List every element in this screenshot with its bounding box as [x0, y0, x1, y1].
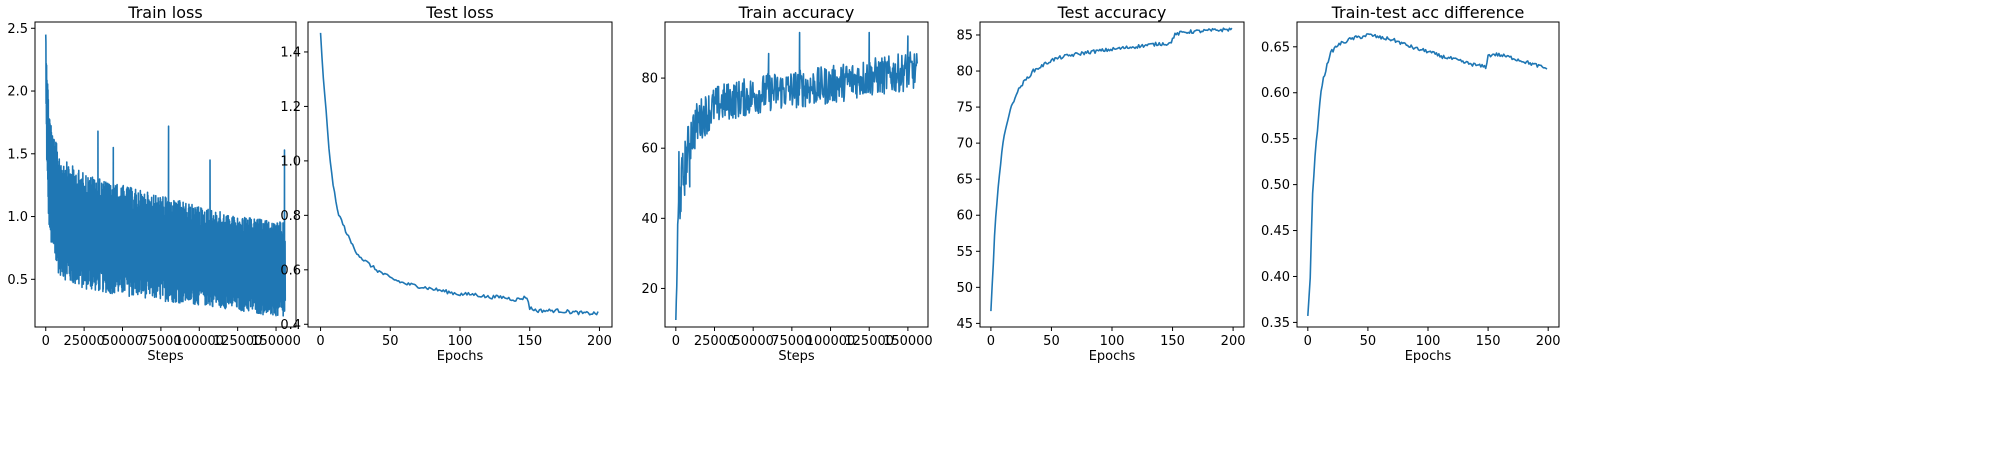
y-tick-label: 40: [641, 212, 658, 227]
plot-frame: [1296, 21, 1560, 328]
x-tick-label: 150: [1160, 334, 1185, 349]
x-axis-label: Epochs: [1405, 349, 1452, 364]
x-tick-label: 150: [517, 334, 542, 349]
plot-frame: [34, 21, 297, 328]
train-accuracy-panel: Train accuracy Steps 0 250005000075000100…: [641, 3, 932, 364]
x-tick-label: 0: [672, 334, 680, 349]
x-tick-label: 75000: [771, 334, 812, 349]
y-tick-label: 65: [956, 173, 973, 188]
y-tick-label: 80: [641, 72, 658, 87]
x-tick-label: 0: [1304, 334, 1312, 349]
plot-frame: [307, 21, 613, 328]
x-tick-label: 50000: [102, 334, 143, 349]
x-tick-label: 150: [1476, 334, 1501, 349]
plot-frame: [979, 21, 1245, 328]
x-tick-label: 0: [987, 334, 995, 349]
x-tick-label: 50: [382, 334, 399, 349]
y-tick-label: 50: [956, 281, 973, 296]
x-tick-label: 100: [1100, 334, 1125, 349]
x-axis-label: Steps: [778, 349, 815, 364]
y-tick-label: 0.65: [1261, 40, 1290, 55]
x-tick-label: 200: [1221, 334, 1246, 349]
x-axis-label: Epochs: [1089, 349, 1136, 364]
series-line: [990, 27, 1233, 312]
chart-title: Train accuracy: [738, 3, 855, 22]
x-tick-label: 100000: [806, 334, 856, 349]
y-tick-label: 0.6: [280, 263, 301, 278]
y-tick-label: 1.2: [280, 100, 301, 115]
y-tick-label: 0.50: [1261, 178, 1290, 193]
x-tick-label: 25000: [694, 334, 735, 349]
y-tick-label: 55: [956, 245, 973, 260]
x-tick-label: 0: [316, 334, 324, 349]
y-tick-label: 1.0: [7, 210, 28, 225]
y-tick-label: 80: [956, 65, 973, 80]
y-tick-label: 1.0: [280, 154, 301, 169]
x-tick-label: 0: [42, 334, 50, 349]
y-tick-label: 0.40: [1261, 270, 1290, 285]
series-line: [675, 31, 918, 321]
y-tick-label: 75: [956, 101, 973, 116]
acc-difference-panel: Train-test acc difference Epochs 0 50 100 1…: [1261, 3, 1561, 364]
x-axis-label: Epochs: [437, 349, 484, 364]
y-tick-label: 2.0: [7, 85, 28, 100]
y-tick-label: 0.60: [1261, 86, 1290, 101]
test-loss-panel: Test loss Epochs 0 50 100 150 200 0.4 0.6 0.8 1.…: [280, 3, 613, 364]
x-tick-label: 50: [1043, 334, 1060, 349]
x-tick-label: 200: [1536, 334, 1561, 349]
series-line: [319, 32, 599, 316]
chart-title: Test accuracy: [1057, 3, 1167, 22]
x-tick-label: 100000: [174, 334, 224, 349]
x-tick-label: 200: [587, 334, 612, 349]
y-tick-label: 2.5: [7, 22, 28, 37]
y-tick-label: 60: [956, 209, 973, 224]
chart-title: Train loss: [127, 3, 202, 22]
x-tick-label: 50: [1360, 334, 1377, 349]
y-tick-label: 70: [956, 137, 973, 152]
plot-frame: [664, 21, 929, 328]
y-tick-label: 0.55: [1261, 132, 1290, 147]
y-tick-label: 0.4: [280, 318, 301, 333]
x-tick-label: 25000: [63, 334, 104, 349]
y-tick-label: 45: [956, 317, 973, 332]
x-tick-label: 150000: [883, 334, 933, 349]
x-tick-label: 100: [448, 334, 473, 349]
y-tick-label: 0.5: [7, 273, 28, 288]
x-tick-label: 100: [1416, 334, 1441, 349]
x-tick-label: 75000: [140, 334, 181, 349]
x-tick-label: 125000: [213, 334, 263, 349]
series-line: [1307, 33, 1548, 317]
x-tick-label: 125000: [844, 334, 894, 349]
test-accuracy-panel: Test accuracy Epochs 0 50 100 150 200 45 50 55 6…: [956, 3, 1245, 364]
y-tick-label: 1.5: [7, 147, 28, 162]
x-tick-label: 50000: [733, 334, 774, 349]
y-tick-label: 20: [641, 282, 658, 297]
x-axis-label: Steps: [147, 349, 184, 364]
y-tick-label: 0.8: [280, 209, 301, 224]
y-tick-label: 85: [956, 28, 973, 43]
y-tick-label: 0.45: [1261, 224, 1290, 239]
chart-title: Train-test acc difference: [1331, 3, 1525, 22]
chart-title: Test loss: [425, 3, 494, 22]
train-loss-panel: Train loss Steps 0 2500050000750001000001…: [7, 3, 301, 364]
series-line: [44, 34, 287, 317]
x-tick-label: 150000: [251, 334, 301, 349]
y-tick-label: 60: [641, 142, 658, 157]
y-tick-label: 0.35: [1261, 316, 1290, 331]
y-tick-label: 1.4: [280, 45, 301, 60]
